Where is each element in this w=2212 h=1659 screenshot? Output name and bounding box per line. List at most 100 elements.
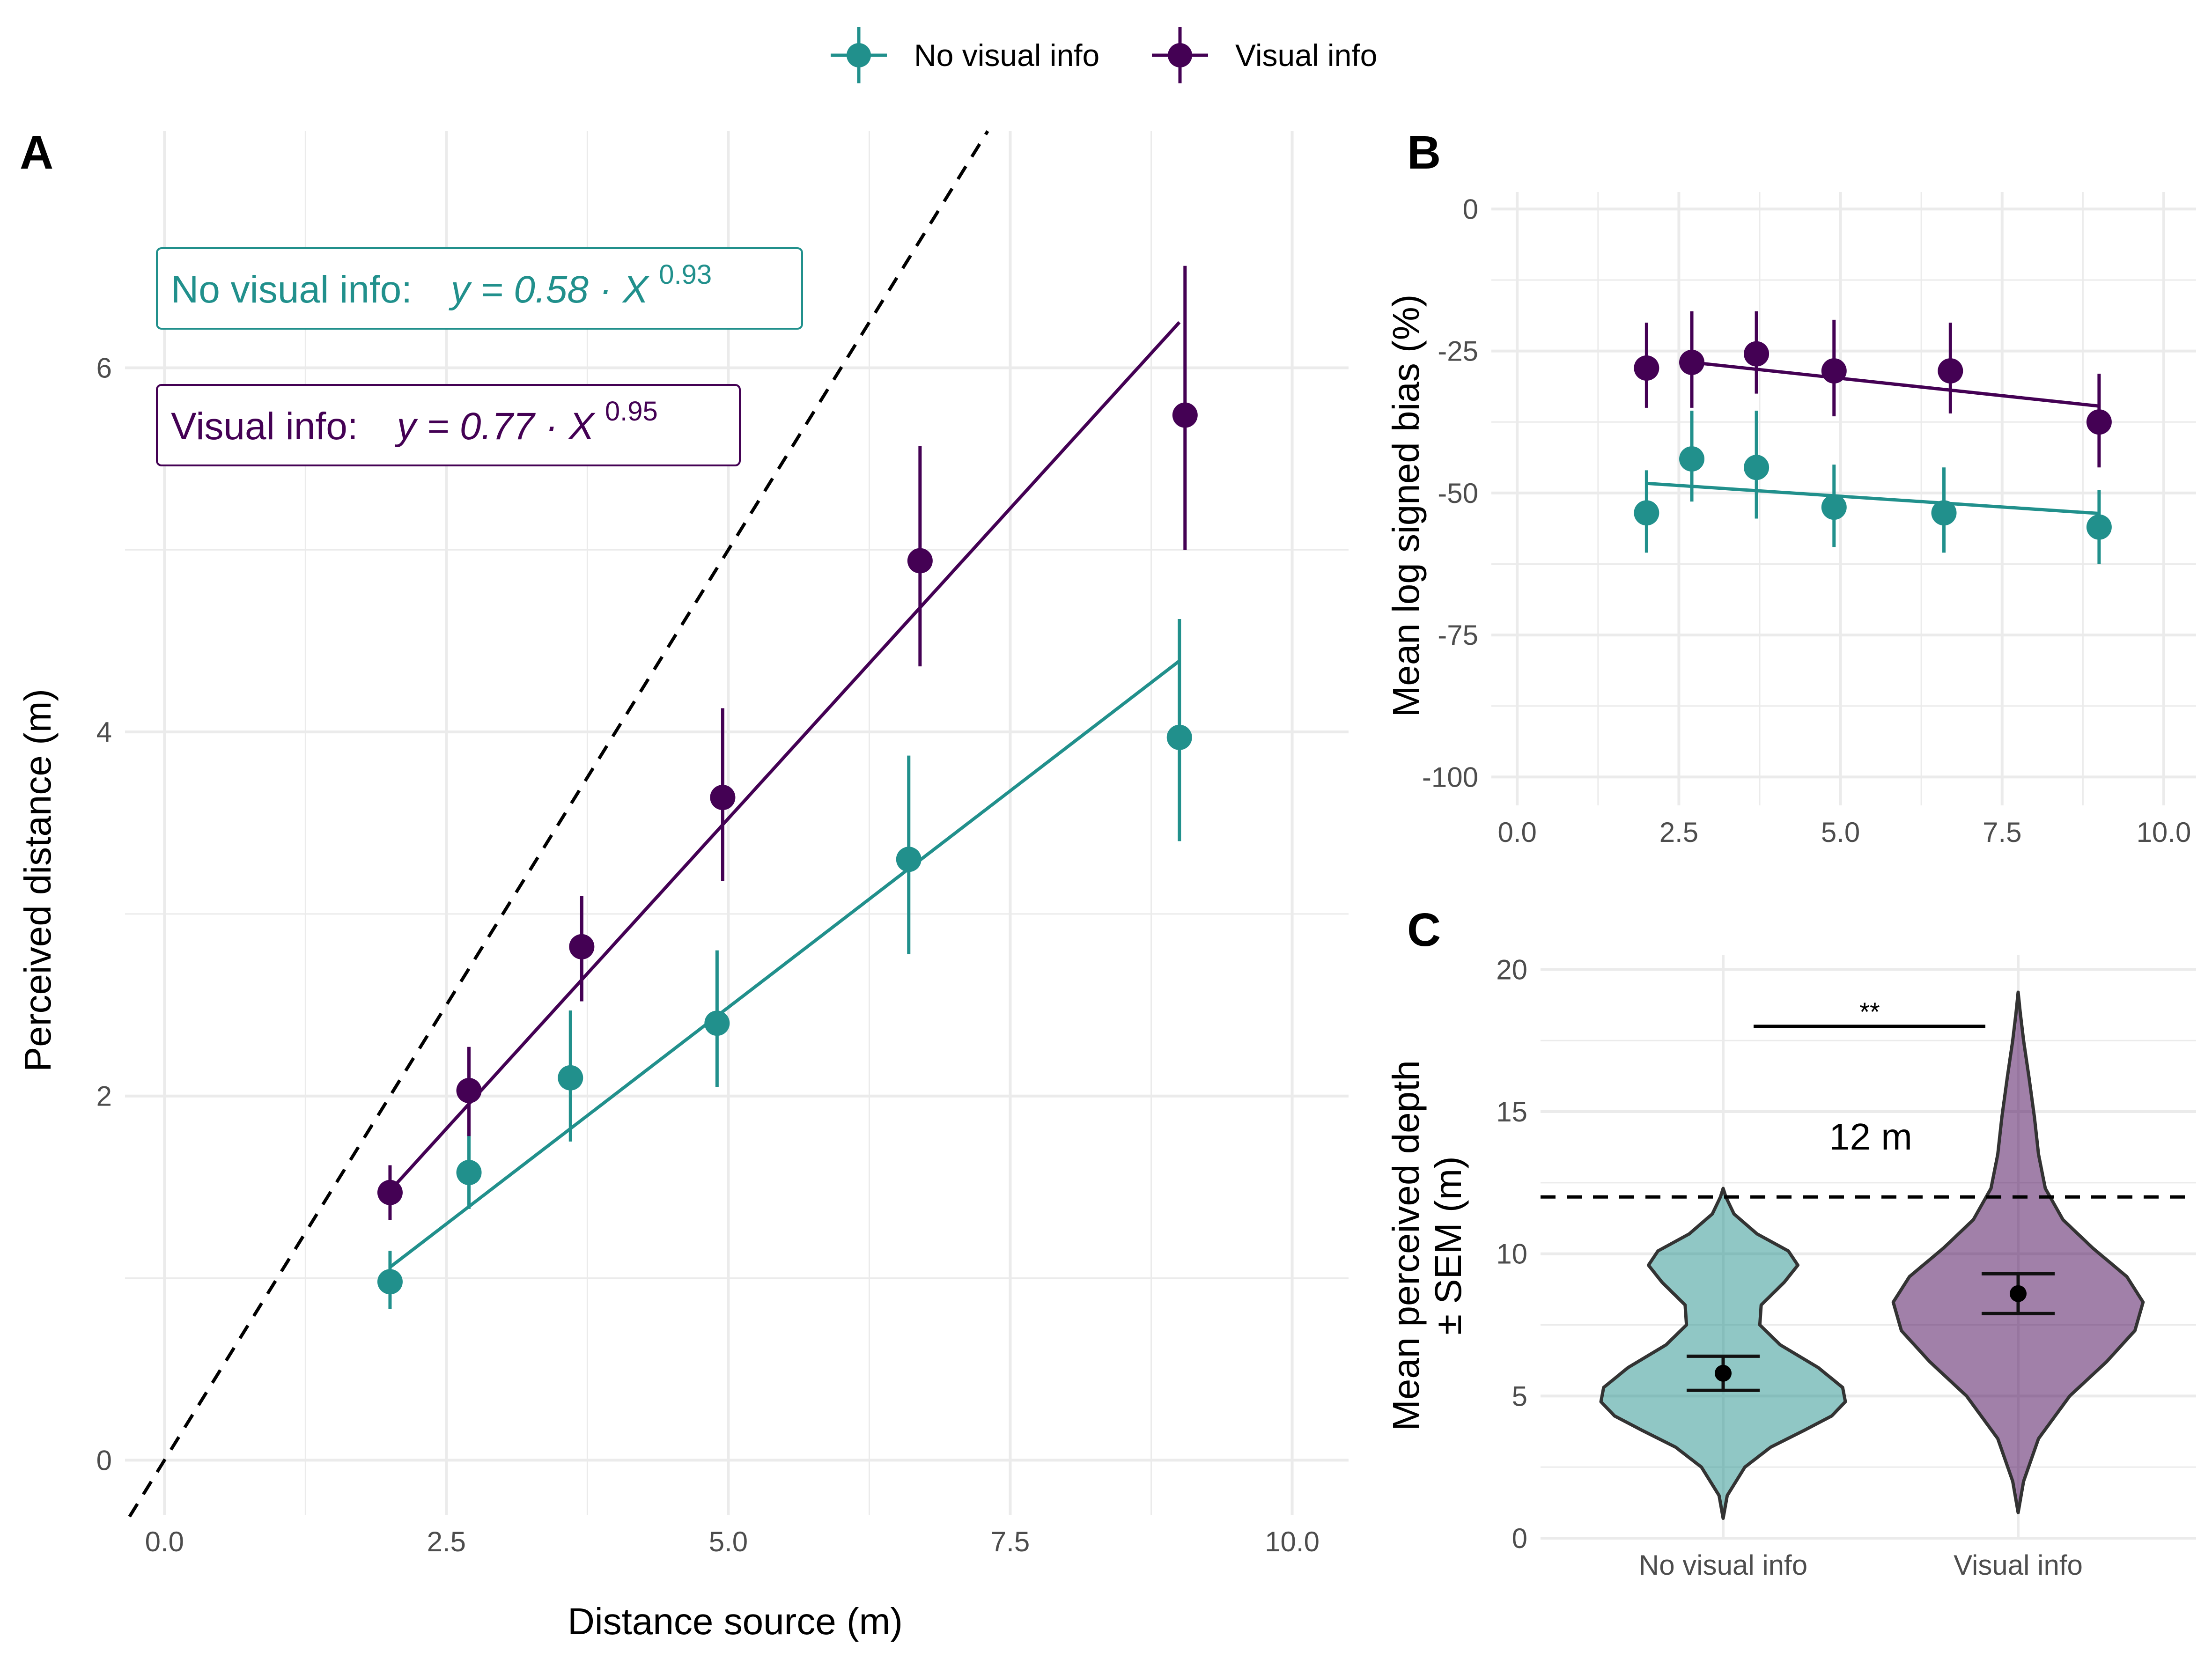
data-point-visual-info: [1821, 358, 1847, 384]
data-point-visual-info: [1172, 402, 1198, 428]
data-point-no-visual-info: [1821, 494, 1847, 520]
equation-formula-visual: y = 0.77 · X: [394, 405, 596, 448]
y-tick-label: 6: [96, 352, 112, 383]
panel-b: 0.0 2.5 5.0 7.5 10.0 0 -25 -50 -75 -100 Mean log …: [1385, 192, 2196, 848]
x-tick-label: 10.0: [1265, 1526, 1320, 1557]
equation-box-frame-visual: [156, 384, 741, 466]
x-tick-label: 7.5: [991, 1526, 1030, 1557]
legend-label-visual: Visual info: [1235, 38, 1377, 73]
panel-c-marks: [1541, 990, 2196, 1520]
y-tick-label: 0: [1512, 1523, 1527, 1554]
data-point-visual-info: [1634, 355, 1659, 381]
data-point-no-visual-info: [1166, 724, 1192, 750]
data-point-no-visual-info: [1634, 500, 1659, 526]
legend-item-no-visual: No visual info: [831, 27, 1099, 83]
panel-a-xlabel: Distance source (m): [568, 1600, 903, 1642]
y-tick-label: 0: [1463, 193, 1478, 225]
fit-line-visual-info: [1691, 361, 2100, 408]
fit-line-visual-info: [389, 321, 1181, 1192]
y-tick-label: -75: [1438, 619, 1478, 651]
panel-b-ylabel: Mean log signed bias (%): [1385, 295, 1427, 717]
reference-depth-label: 12 m: [1829, 1116, 1912, 1158]
panel-c-ylabel-line2: ± SEM (m): [1427, 1156, 1469, 1335]
data-point-visual-info: [1679, 349, 1705, 375]
y-tick-label: -100: [1422, 761, 1478, 793]
panel-a-grid: [125, 131, 1349, 1515]
fit-line-no-visual-info: [1646, 481, 2100, 516]
data-point-no-visual-info: [377, 1269, 403, 1295]
legend: No visual info Visual info: [831, 27, 1377, 83]
y-tick-label: 5: [1512, 1380, 1527, 1412]
panel-a-marks: [377, 265, 1198, 1309]
data-point-no-visual-info: [558, 1065, 583, 1091]
panel-label-b: B: [1407, 126, 1441, 179]
data-point-no-visual-info: [1744, 455, 1770, 480]
x-tick-label: 0.0: [145, 1526, 184, 1557]
panel-c-ticks: 0 5 10 15 20 No visual info Visual info: [1496, 954, 2083, 1581]
x-tick-label: 0.0: [1498, 817, 1537, 848]
panel-b-marks: [1634, 311, 2112, 564]
panel-a-ylabel: Perceived distance (m): [17, 689, 59, 1072]
y-tick-label: 15: [1496, 1096, 1527, 1128]
y-tick-label: -50: [1438, 478, 1478, 509]
violin-visual-info: [1891, 990, 2145, 1514]
x-tick-label: No visual info: [1639, 1549, 1807, 1581]
equation-exponent-no-visual: 0.93: [659, 259, 712, 290]
x-tick-label: 2.5: [1659, 817, 1698, 848]
equation-label-no-visual: No visual info:: [171, 268, 412, 311]
x-tick-label: 5.0: [1821, 817, 1860, 848]
significance-label: **: [1859, 997, 1880, 1026]
data-point-visual-info: [569, 934, 595, 959]
equation-visual: Visual info: y = 0.77 · X 0.95: [171, 396, 658, 448]
mean-point-visual-info: [2010, 1285, 2027, 1302]
equation-box-no-visual: No visual info: y = 0.58 · X 0.93: [156, 247, 803, 330]
panel-c-ylabel-line1: Mean perceived depth: [1385, 1060, 1427, 1431]
panel-label-c: C: [1407, 904, 1441, 956]
legend-key-point-visual: [1168, 43, 1192, 67]
data-point-visual-info: [456, 1078, 482, 1104]
data-point-no-visual-info: [456, 1160, 482, 1186]
y-tick-label: 20: [1496, 954, 1527, 985]
data-point-visual-info: [907, 548, 933, 574]
identity-reference-line: [128, 130, 989, 1518]
panel-b-ticks: 0.0 2.5 5.0 7.5 10.0 0 -25 -50 -75 -100: [1422, 193, 2191, 848]
panel-c-grid: [1541, 955, 2196, 1540]
legend-label-no-visual: No visual info: [914, 38, 1099, 73]
violin-no-visual-info: [1599, 1187, 1847, 1520]
y-tick-label: 0: [96, 1445, 112, 1476]
equation-label-visual: Visual info:: [171, 405, 358, 448]
y-tick-label: -25: [1438, 336, 1478, 367]
data-point-no-visual-info: [1931, 500, 1957, 526]
mean-point-no-visual-info: [1715, 1364, 1732, 1382]
y-tick-label: 2: [96, 1081, 112, 1112]
data-point-no-visual-info: [896, 847, 922, 872]
data-point-no-visual-info: [1679, 446, 1705, 472]
panel-a-ticks: 0.0 2.5 5.0 7.5 10.0 0 2 4 6: [96, 352, 1320, 1557]
equation-formula-no-visual: y = 0.58 · X: [449, 268, 650, 311]
x-tick-label: 5.0: [709, 1526, 748, 1557]
equation-box-frame-no-visual: [156, 247, 803, 330]
x-tick-label: 10.0: [2137, 817, 2191, 848]
equation-box-visual: Visual info: y = 0.77 · X 0.95: [156, 384, 741, 466]
fit-line-no-visual-info: [389, 659, 1180, 1268]
data-point-visual-info: [1938, 358, 1963, 384]
legend-item-visual: Visual info: [1152, 27, 1377, 83]
legend-key-point-no-visual: [847, 43, 871, 67]
panel-c: 0 5 10 15 20 No visual info Visual info 12 m *…: [1385, 954, 2196, 1581]
equation-no-visual: No visual info: y = 0.58 · X 0.93: [171, 259, 712, 311]
y-tick-label: 10: [1496, 1239, 1527, 1270]
data-point-no-visual-info: [2086, 514, 2112, 540]
data-point-visual-info: [377, 1180, 403, 1205]
data-point-no-visual-info: [704, 1010, 730, 1036]
data-point-visual-info: [2086, 409, 2112, 435]
x-tick-label: Visual info: [1954, 1549, 2083, 1581]
data-point-visual-info: [710, 785, 736, 811]
panel-label-a: A: [20, 126, 53, 179]
data-point-visual-info: [1744, 341, 1770, 367]
panel-b-grid: [1491, 192, 2196, 805]
y-tick-label: 4: [96, 716, 112, 748]
x-tick-label: 7.5: [1983, 817, 2021, 848]
equation-exponent-visual: 0.95: [605, 396, 658, 427]
x-tick-label: 2.5: [427, 1526, 466, 1557]
